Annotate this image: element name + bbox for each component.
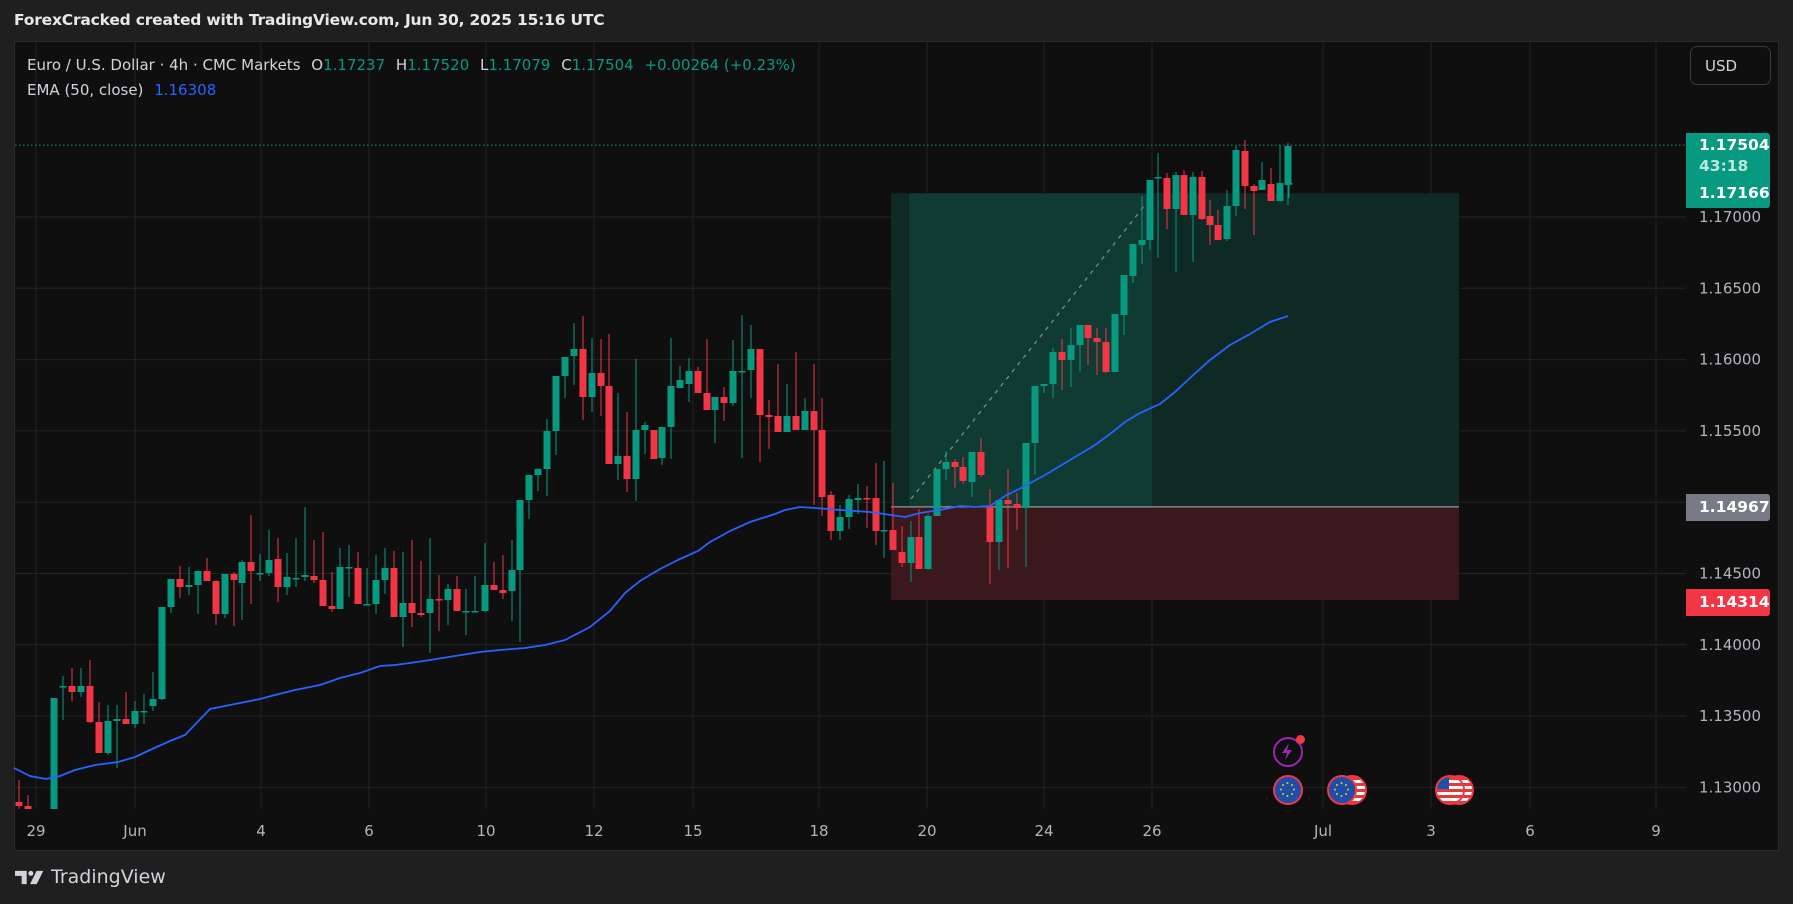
price-axis-label: 1.17000 <box>1699 208 1761 226</box>
time-axis-label: 6 <box>364 822 374 840</box>
price-axis-label: 1.14000 <box>1699 636 1761 654</box>
ema-value: 1.16308 <box>154 81 217 99</box>
time-axis-label: 24 <box>1034 822 1053 840</box>
time-axis[interactable]: 29 Jun 4 6 10 12 15 18 20 24 26 Jul 3 6 9 <box>26 822 1660 840</box>
time-axis-label: 9 <box>1651 822 1661 840</box>
candle-series <box>15 140 1293 809</box>
price-axis-label: 1.15500 <box>1699 422 1761 440</box>
time-axis-label: 10 <box>476 822 495 840</box>
ema-label[interactable]: EMA (50, close) <box>27 81 144 99</box>
time-axis-label: 12 <box>584 822 603 840</box>
high-label: H <box>395 56 408 74</box>
us-flag-canton-icon <box>1437 777 1449 789</box>
close-label: C <box>561 56 572 74</box>
time-axis-label: Jul <box>1313 822 1332 840</box>
time-axis-label: 26 <box>1142 822 1161 840</box>
open-label: O <box>311 56 324 74</box>
time-axis-label: 15 <box>683 822 702 840</box>
ema-row: EMA (50, close) 1.16308 <box>27 78 796 103</box>
tradingview-logo[interactable]: TradingView <box>15 866 166 888</box>
time-axis-label: 29 <box>26 822 45 840</box>
chart-title-bar: ForexCracked created with TradingView.co… <box>14 11 605 29</box>
low-value: 1.17079 <box>488 56 551 74</box>
ohlc-row: Euro / U.S. Dollar · 4h · CMC Markets O1… <box>27 53 796 78</box>
currency-button[interactable]: USD <box>1690 46 1771 85</box>
ema-line <box>13 315 1289 780</box>
event-alert-dot-icon <box>1296 735 1305 744</box>
price-axis[interactable]: 1.17000 1.16500 1.16000 1.15500 1.14500 1.140… <box>1699 208 1761 796</box>
take-profit-value: 1.17166 <box>1699 184 1770 202</box>
bar-countdown: 43:18 <box>1699 157 1749 175</box>
time-axis-label: 4 <box>256 822 266 840</box>
open-value: 1.17237 <box>323 56 386 74</box>
price-axis-label: 1.16000 <box>1699 351 1761 369</box>
eu-event-flag-icon[interactable] <box>1273 775 1303 805</box>
high-value: 1.17520 <box>407 56 470 74</box>
footer-brand: TradingView <box>51 866 166 888</box>
symbol-legend: Euro / U.S. Dollar · 4h · CMC Markets O1… <box>27 53 796 103</box>
stop-loss-price-tag: 1.14314 <box>1686 589 1770 616</box>
time-axis-label: 3 <box>1426 822 1436 840</box>
change-value: +0.00264 (+0.23%) <box>644 56 796 74</box>
time-axis-label: Jun <box>122 822 146 840</box>
price-axis-label: 1.16500 <box>1699 279 1761 297</box>
last-price-tag: 1.17504 43:18 1.17166 <box>1686 133 1770 208</box>
time-axis-label: 6 <box>1525 822 1535 840</box>
price-axis-label: 1.13500 <box>1699 707 1761 725</box>
long-position-tool[interactable] <box>15 144 1686 601</box>
close-value: 1.17504 <box>571 56 634 74</box>
low-label: L <box>480 56 489 74</box>
us-event-flag-icon[interactable] <box>1435 775 1465 805</box>
time-axis-label: 20 <box>917 822 936 840</box>
entry-price-tag: 1.14967 <box>1686 494 1770 521</box>
price-axis-label: 1.14500 <box>1699 565 1761 583</box>
time-axis-label: 18 <box>809 822 828 840</box>
tradingview-logo-icon <box>15 870 44 884</box>
economic-event-lightning-icon[interactable] <box>1273 735 1305 767</box>
last-price-value: 1.17504 <box>1699 136 1770 154</box>
eu-event-flag-icon[interactable] <box>1327 775 1357 805</box>
symbol-name[interactable]: Euro / U.S. Dollar · 4h · CMC Markets <box>27 56 301 74</box>
price-axis-label: 1.13000 <box>1699 778 1761 796</box>
